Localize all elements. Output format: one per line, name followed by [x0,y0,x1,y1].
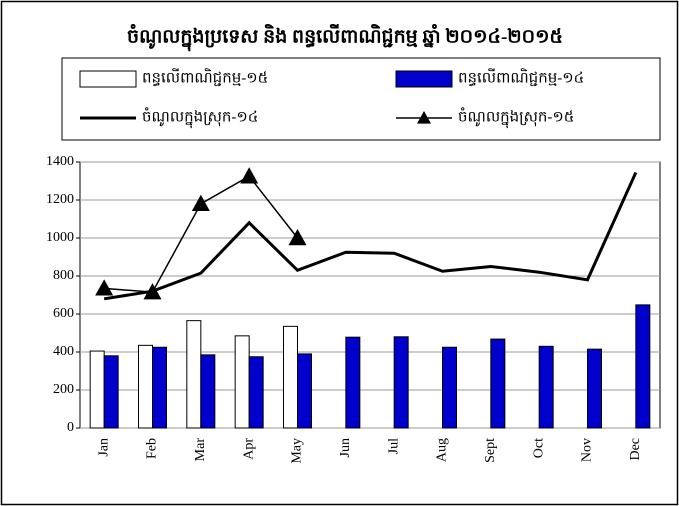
x-tick-label: Mar [193,438,208,462]
x-tick-label: Jan [96,438,111,457]
x-tick-label: Sept [483,438,498,463]
x-tick-label: Jun [338,438,353,457]
marker [288,229,307,246]
bar [393,336,409,429]
bar [186,320,202,429]
y-tick-label: 1400 [46,154,74,169]
legend-box [61,57,661,141]
x-tick-label: Dec [628,438,643,461]
x-tick-label: Nov [580,438,595,462]
legend-swatch [79,70,137,88]
chart-title: ចំណូលក្នុងប្រទេស និង ពន្ធលើពាណិជ្ជកម្ម ឆ… [127,23,563,51]
bar [297,353,312,429]
x-tick-label: Aug [435,438,450,462]
marker [240,167,259,184]
legend-label: ពន្ធលើពាណិជ្ជកម្ម-១៤ [458,67,584,86]
x-tick-label: Oct [531,438,546,458]
bar [200,354,216,429]
bar [442,346,457,429]
bar [587,348,602,429]
y-tick-label: 800 [53,268,74,283]
bar [635,304,651,429]
legend-label: ពន្ធលើពាណិជ្ជកម្ម-១៥ [142,67,268,86]
x-tick-label: Apr [241,438,256,460]
bar [490,338,506,429]
bar [89,350,105,429]
bar [283,325,298,429]
bar [152,346,167,429]
x-tick-label: May [290,438,305,464]
line [103,171,638,301]
marker [143,283,162,300]
y-tick-label: 400 [53,344,74,359]
x-tick-label: Jul [386,438,401,454]
legend-label: ចំណូលក្នុងស្រុក-១៤ [142,106,258,128]
marker [95,279,114,296]
bar [248,356,264,429]
bar [138,344,153,429]
y-tick-label: 600 [53,306,74,321]
legend-marker [417,111,431,124]
y-tick-label: 200 [53,382,74,397]
legend-label: ចំណូលក្នុងស្រុក-១៥ [458,106,574,128]
y-tick-label: 0 [67,420,74,435]
legend-swatch [395,70,453,88]
bar [234,335,250,429]
x-tick-label: Feb [145,438,160,459]
bar [345,336,361,429]
y-tick-label: 1200 [46,192,74,207]
y-tick-label: 1000 [46,230,74,245]
marker [191,194,210,211]
bar [538,345,554,429]
bar [103,355,119,429]
